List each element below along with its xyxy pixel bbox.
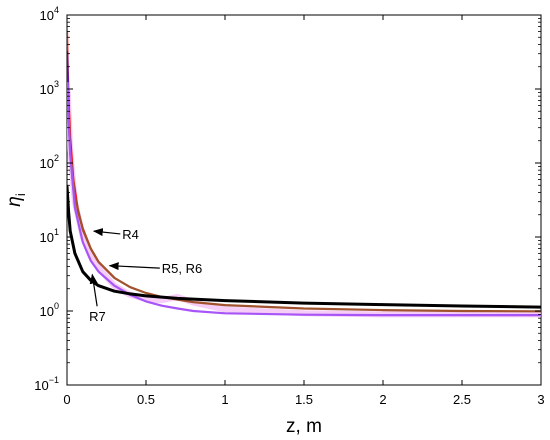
plot-frame [66, 14, 542, 386]
series-line-5 [67, 185, 541, 309]
x-tick-label: 1.5 [295, 392, 313, 407]
y-tick-label: 104 [40, 5, 59, 23]
y-tick-label: 100 [40, 301, 59, 319]
annotation-label: R7 [89, 309, 106, 324]
annotation-label: R5, R6 [162, 261, 202, 276]
series-line-4 [67, 82, 541, 317]
y-axis-label: ηi [4, 193, 28, 207]
y-tick-label: 103 [40, 79, 59, 97]
y-tick-label: 102 [40, 153, 59, 171]
x-tick-label: 2.5 [453, 392, 471, 407]
y-axis-label-subscript: i [13, 193, 28, 196]
series-line-3 [67, 110, 541, 313]
y-tick-label: 10−1 [34, 375, 59, 393]
annotation-label: R4 [122, 227, 139, 242]
series-line-0 [67, 89, 541, 318]
x-tick-label: 3 [537, 392, 544, 407]
x-tick-label: 0.5 [137, 392, 155, 407]
x-tick-label: 1 [221, 392, 228, 407]
annotation-arrow [89, 273, 98, 307]
x-tick-label: 0 [63, 392, 70, 407]
series-line-1 [67, 30, 116, 279]
x-axis-label: z, m [286, 416, 322, 437]
y-axis-label-symbol: η [4, 196, 25, 207]
y-tick-label: 101 [40, 227, 59, 245]
x-tick-label: 2 [379, 392, 386, 407]
annotation-arrow [92, 228, 121, 237]
annotation-arrow [108, 262, 160, 271]
